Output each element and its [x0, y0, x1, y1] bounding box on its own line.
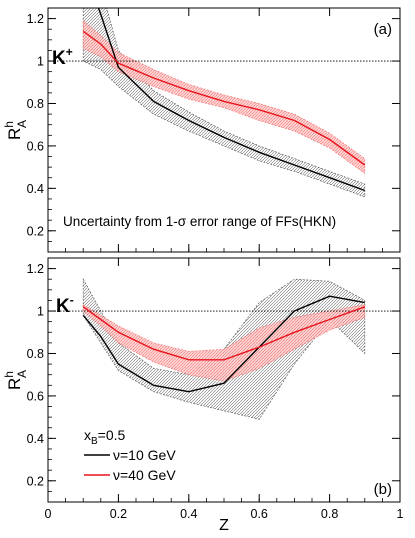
panel-a-lines	[48, 8, 400, 192]
panel-b-tag: (b)	[374, 481, 392, 498]
x-tick-label: 0.2	[110, 507, 127, 521]
panel-b-line-10gev	[82, 295, 365, 393]
panel-b-y-axis-label: RhA	[2, 370, 29, 390]
panel-b-ytick-label: 0.2	[27, 474, 44, 488]
panel-a-annotation: Uncertainty from 1-σ error range of FFs(…	[63, 214, 336, 229]
panel-a-ytick-label: 1.2	[27, 12, 44, 26]
panel-a-frame	[47, 7, 401, 253]
panel-b-ylabel-sup: h	[2, 371, 16, 378]
legend: xB=0.5 ν=10 GeV ν=40 GeV	[84, 427, 176, 483]
panel-a-y-axis: 0.2 0.4 0.6 0.8 1 1.2	[27, 7, 400, 253]
legend-label-10gev: ν=10 GeV	[113, 447, 176, 463]
x-tick-label: 0.4	[180, 507, 197, 521]
legend-header-sub: B	[91, 436, 98, 447]
panel-b-ytick-label: 1	[37, 305, 44, 319]
x-tick-label: 0	[45, 507, 52, 521]
panel-b-ylabel-sub: A	[15, 370, 29, 378]
panel-a-ylabel-sub: A	[15, 120, 29, 128]
panel-a: 0.2 0.4 0.6 0.8 1 1.2 (a) K+ Uncertainty from…	[2, 7, 401, 253]
panel-b-ytick-label: 0.6	[27, 389, 44, 403]
panel-b-ytick-label: 1.2	[27, 262, 44, 276]
panel-b-ytick-label: 0.4	[27, 432, 44, 446]
panel-b-bands	[82, 277, 366, 420]
panel-a-line-40gev	[82, 30, 366, 166]
legend-header-var: x	[84, 427, 91, 443]
panel-b-particle-charge: -	[70, 293, 74, 307]
panel-a-ylabel-main: R	[5, 128, 24, 140]
panel-a-particle-charge: +	[66, 45, 73, 59]
panel-a-band-10gev	[82, 8, 366, 198]
panel-b-particle-label: K-	[56, 293, 74, 317]
panel-a-line-10gev	[97, 8, 366, 192]
legend-header: xB=0.5	[84, 427, 126, 447]
panel-b-ytick-label: 0.8	[27, 347, 44, 361]
panel-b-lines	[48, 295, 400, 393]
svg-text:RhA: RhA	[2, 120, 29, 140]
panel-b-particle-name: K	[56, 296, 70, 317]
svg-text:RhA: RhA	[2, 370, 29, 390]
panel-b-ylabel-main: R	[5, 378, 24, 390]
panel-a-band-40gev	[82, 19, 366, 175]
panel-a-ytick-label: 1	[37, 55, 44, 69]
panel-b-frame	[47, 257, 401, 503]
panel-a-tag: (a)	[374, 21, 392, 38]
x-axis-label: Z	[219, 517, 229, 534]
x-tick-label: 0.6	[251, 507, 268, 521]
x-tick-label: 0.8	[321, 507, 338, 521]
legend-header-value: =0.5	[98, 427, 126, 443]
panel-a-particle-label: K+	[52, 45, 73, 69]
panel-a-ytick-label: 0.4	[27, 182, 44, 196]
panel-b-band-40gev	[82, 304, 366, 382]
panel-b-y-axis: 0.2 0.4 0.6 0.8 1 1.2	[27, 257, 400, 503]
panel-b: 0.2 0.4 0.6 0.8 1 1.2 0 0.2 0.4 0.6 0.8 1 (b) K- R…	[2, 257, 404, 534]
panel-b-line-40gev	[82, 306, 366, 361]
panel-a-ytick-label: 0.6	[27, 139, 44, 153]
x-tick-label: 1	[397, 507, 404, 521]
panel-a-ytick-label: 0.8	[27, 97, 44, 111]
legend-label-40gev: ν=40 GeV	[113, 467, 176, 483]
panel-a-y-axis-label: RhA	[2, 120, 29, 140]
panel-a-ytick-label: 0.2	[27, 224, 44, 238]
panel-a-ylabel-sup: h	[2, 121, 16, 128]
panel-a-bands	[82, 8, 366, 198]
panel-a-particle-name: K	[52, 48, 66, 69]
